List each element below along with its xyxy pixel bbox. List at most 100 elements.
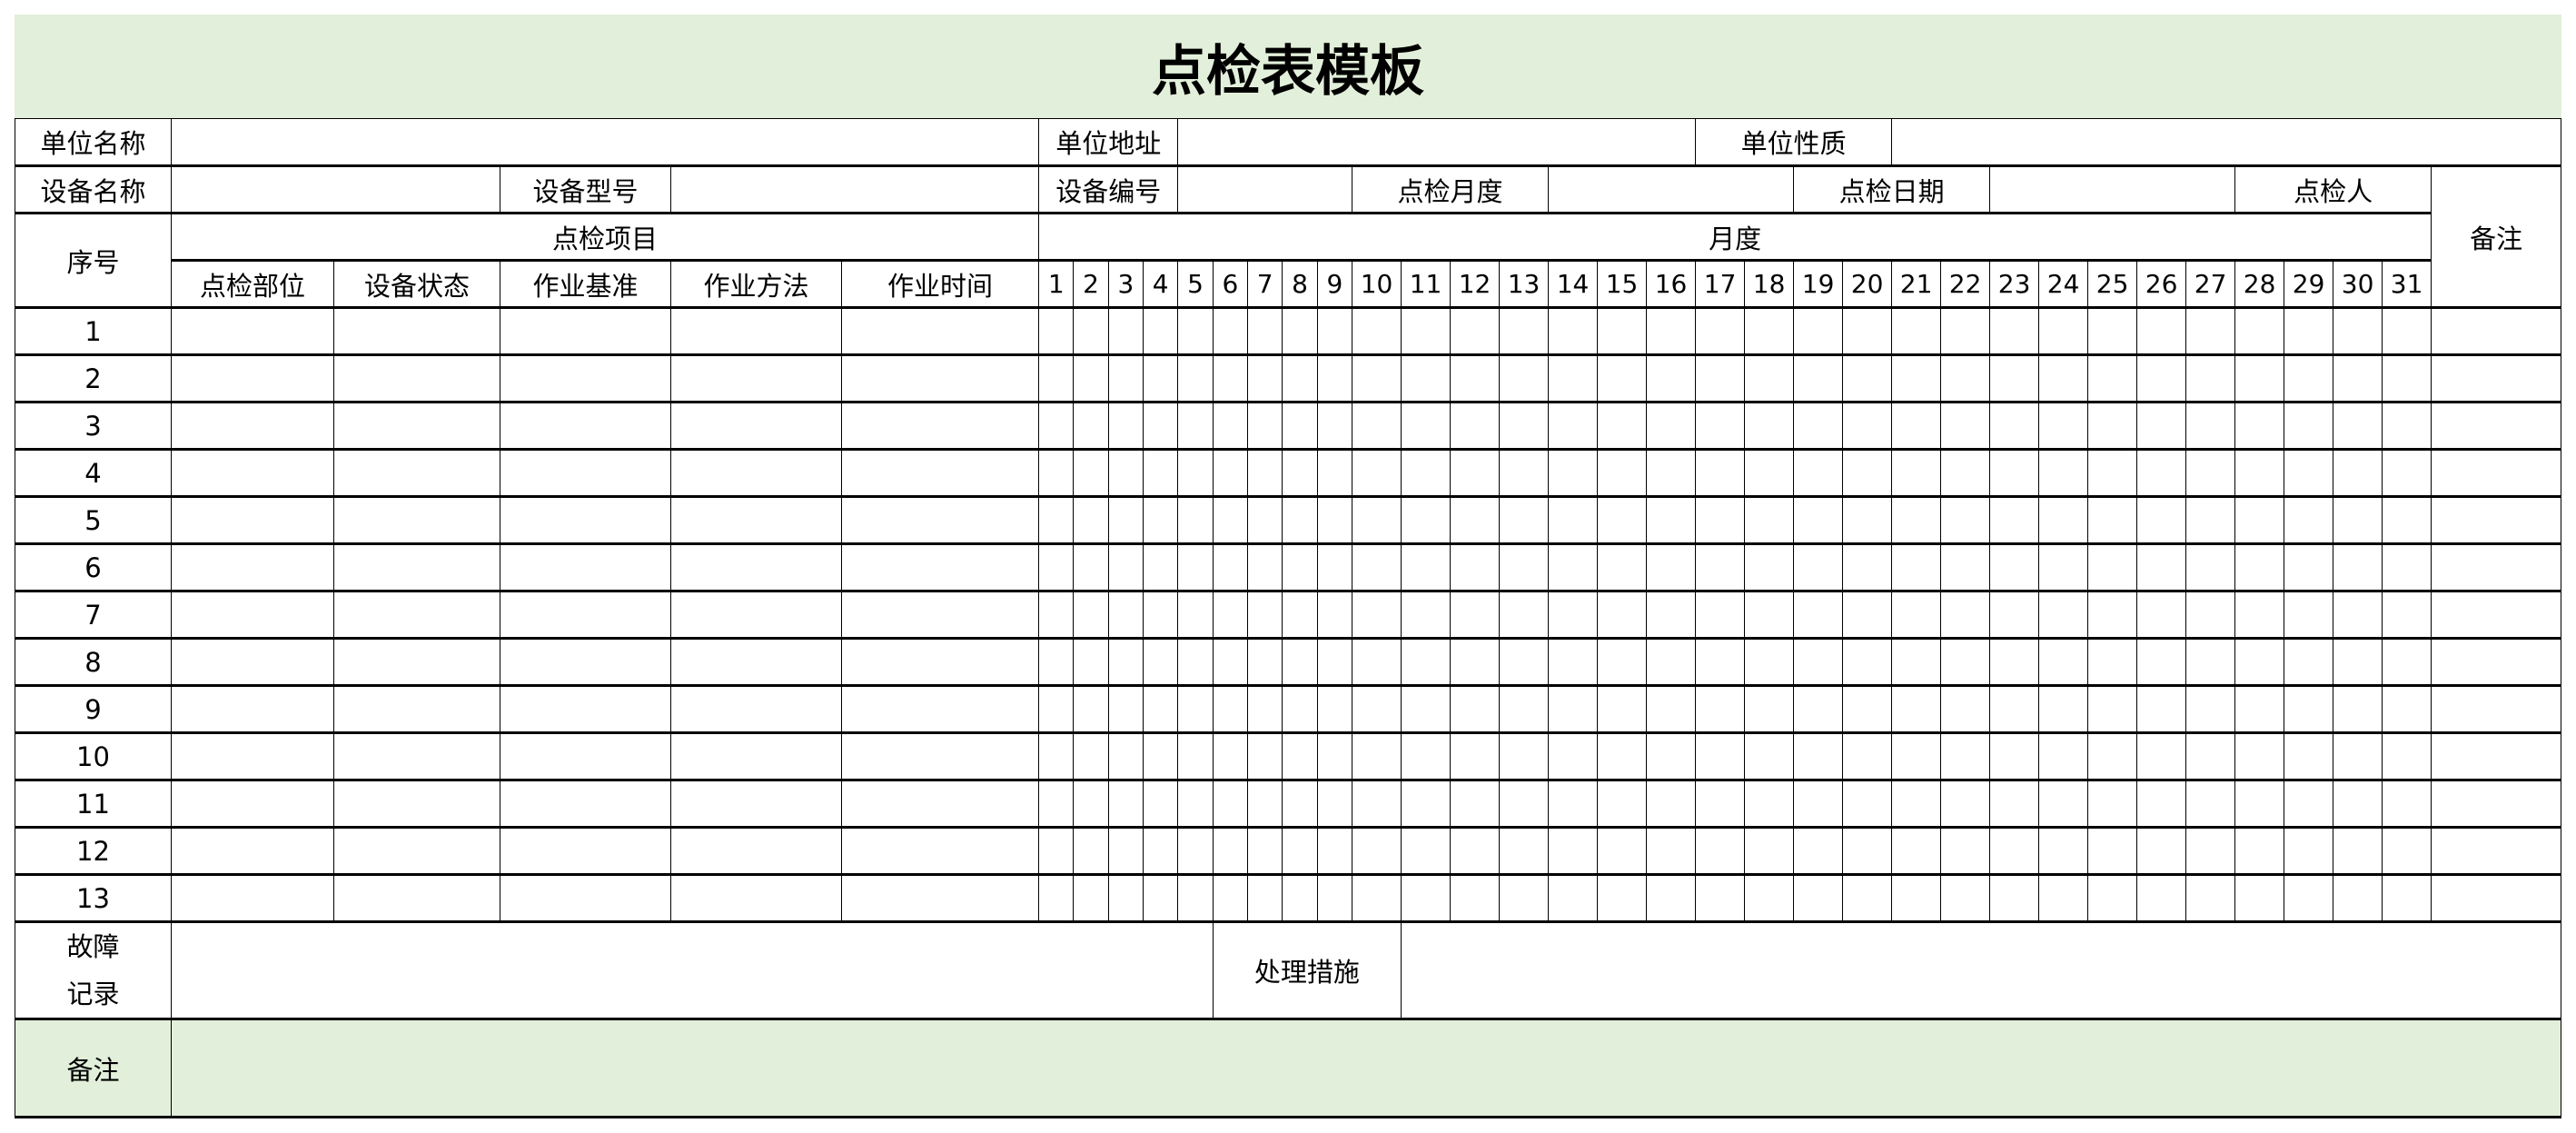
day-cell[interactable] (1597, 638, 1648, 687)
day-cell[interactable] (1038, 874, 1075, 923)
day-cell[interactable] (1038, 780, 1075, 829)
item-cell[interactable] (500, 307, 671, 356)
day-cell[interactable] (1744, 732, 1795, 781)
item-cell[interactable] (840, 874, 1040, 923)
day-cell[interactable] (1247, 685, 1283, 734)
item-cell[interactable] (670, 402, 842, 451)
remarks-cell[interactable] (2431, 685, 2562, 734)
day-cell[interactable] (1177, 685, 1214, 734)
item-cell[interactable] (670, 780, 842, 829)
day-cell[interactable] (1401, 543, 1451, 592)
day-cell[interactable] (2382, 638, 2432, 687)
day-cell[interactable] (1695, 827, 1746, 876)
day-cell[interactable] (2284, 591, 2334, 640)
device-model-field[interactable] (669, 165, 1040, 214)
day-cell[interactable] (1744, 402, 1795, 451)
day-cell[interactable] (1212, 591, 1249, 640)
day-cell[interactable] (1316, 496, 1353, 545)
day-cell[interactable] (1597, 827, 1648, 876)
day-cell[interactable] (1793, 732, 1844, 781)
day-cell[interactable] (1316, 402, 1353, 451)
day-cell[interactable] (1073, 402, 1109, 451)
day-cell[interactable] (1107, 638, 1144, 687)
day-cell[interactable] (1073, 307, 1109, 356)
day-cell[interactable] (1646, 354, 1697, 403)
day-cell[interactable] (1499, 732, 1550, 781)
day-cell[interactable] (1989, 732, 2040, 781)
day-cell[interactable] (1212, 449, 1249, 498)
day-cell[interactable] (1940, 449, 1991, 498)
day-cell[interactable] (1073, 543, 1109, 592)
day-cell[interactable] (1212, 685, 1249, 734)
day-cell[interactable] (1038, 496, 1075, 545)
day-cell[interactable] (2038, 307, 2089, 356)
day-cell[interactable] (1143, 874, 1179, 923)
day-cell[interactable] (1891, 449, 1942, 498)
day-cell[interactable] (1646, 638, 1697, 687)
item-cell[interactable] (500, 402, 671, 451)
day-cell[interactable] (1842, 449, 1893, 498)
day-cell[interactable] (1177, 827, 1214, 876)
item-cell[interactable] (171, 543, 334, 592)
day-cell[interactable] (2185, 591, 2236, 640)
day-cell[interactable] (1143, 827, 1179, 876)
day-cell[interactable] (1401, 732, 1451, 781)
day-cell[interactable] (2185, 307, 2236, 356)
day-cell[interactable] (2136, 732, 2187, 781)
item-cell[interactable] (171, 591, 334, 640)
unit-nature-field[interactable] (1891, 118, 2562, 167)
day-cell[interactable] (1401, 827, 1451, 876)
day-cell[interactable] (1842, 402, 1893, 451)
item-cell[interactable] (840, 685, 1040, 734)
day-cell[interactable] (1940, 543, 1991, 592)
item-cell[interactable] (171, 402, 334, 451)
day-cell[interactable] (2284, 543, 2334, 592)
day-cell[interactable] (1247, 591, 1283, 640)
day-cell[interactable] (1450, 780, 1501, 829)
day-cell[interactable] (1212, 732, 1249, 781)
day-cell[interactable] (1548, 780, 1599, 829)
day-cell[interactable] (1107, 307, 1144, 356)
day-cell[interactable] (2185, 496, 2236, 545)
day-cell[interactable] (2284, 638, 2334, 687)
day-cell[interactable] (1499, 543, 1550, 592)
day-cell[interactable] (1212, 874, 1249, 923)
day-cell[interactable] (2136, 591, 2187, 640)
day-cell[interactable] (2333, 307, 2383, 356)
day-cell[interactable] (2087, 732, 2138, 781)
day-cell[interactable] (2382, 827, 2432, 876)
day-cell[interactable] (1744, 543, 1795, 592)
day-cell[interactable] (1038, 543, 1075, 592)
day-cell[interactable] (1989, 638, 2040, 687)
day-cell[interactable] (2284, 780, 2334, 829)
day-cell[interactable] (2284, 732, 2334, 781)
day-cell[interactable] (1352, 543, 1402, 592)
day-cell[interactable] (1038, 402, 1075, 451)
day-cell[interactable] (1744, 827, 1795, 876)
device-number-field[interactable] (1177, 165, 1353, 214)
item-cell[interactable] (500, 543, 671, 592)
day-cell[interactable] (1143, 543, 1179, 592)
day-cell[interactable] (1940, 307, 1991, 356)
day-cell[interactable] (1282, 449, 1318, 498)
day-cell[interactable] (1352, 496, 1402, 545)
day-cell[interactable] (1073, 827, 1109, 876)
day-cell[interactable] (1247, 874, 1283, 923)
day-cell[interactable] (1597, 496, 1648, 545)
day-cell[interactable] (1646, 874, 1697, 923)
item-cell[interactable] (333, 543, 500, 592)
day-cell[interactable] (2038, 732, 2089, 781)
day-cell[interactable] (2234, 496, 2285, 545)
remarks-cell[interactable] (2431, 496, 2562, 545)
remarks-cell[interactable] (2431, 780, 2562, 829)
day-cell[interactable] (1989, 307, 2040, 356)
day-cell[interactable] (1842, 638, 1893, 687)
item-cell[interactable] (171, 732, 334, 781)
day-cell[interactable] (1143, 638, 1179, 687)
day-cell[interactable] (1177, 449, 1214, 498)
day-cell[interactable] (1143, 449, 1179, 498)
day-cell[interactable] (1499, 307, 1550, 356)
day-cell[interactable] (2234, 449, 2285, 498)
day-cell[interactable] (1695, 543, 1746, 592)
day-cell[interactable] (1646, 827, 1697, 876)
